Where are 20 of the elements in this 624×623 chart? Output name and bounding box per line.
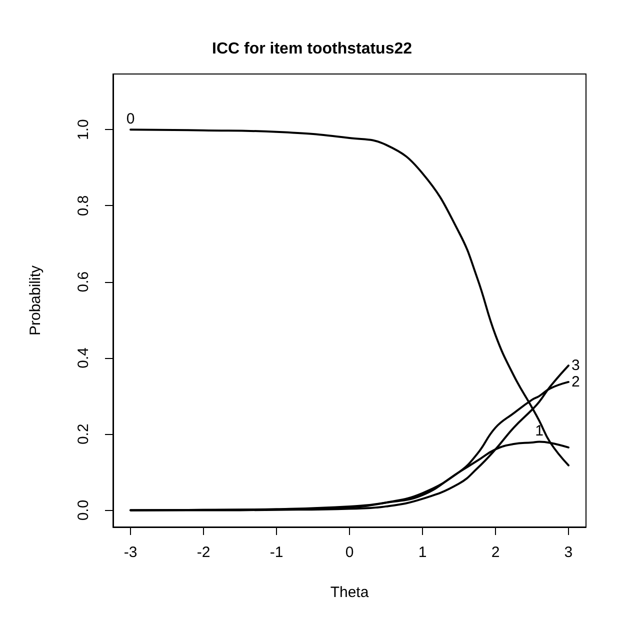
series-label: 1	[535, 422, 544, 440]
y-tick-label: 0.8	[75, 195, 92, 216]
series-label: 2	[571, 373, 580, 390]
x-tick-label: 1	[418, 544, 427, 561]
y-tick-label: 0.4	[75, 348, 92, 368]
chart-title: ICC for item toothstatus22	[212, 40, 412, 58]
y-tick-label: 0.6	[75, 271, 92, 292]
series-label: 0	[126, 110, 135, 128]
x-tick-label: -1	[270, 544, 284, 561]
x-tick-label: 2	[491, 544, 500, 561]
x-tick-label: -3	[124, 544, 138, 561]
y-tick-label: 1.0	[75, 119, 92, 140]
y-axis-title: Probability	[27, 264, 44, 336]
x-tick-label: -2	[196, 544, 210, 561]
series-label: 3	[571, 357, 580, 374]
y-tick-label: 0.0	[75, 500, 92, 521]
y-tick-label: 0.2	[75, 424, 92, 445]
x-tick-label: 0	[345, 544, 354, 561]
x-axis-title: Theta	[330, 584, 370, 601]
x-tick-label: 3	[564, 544, 573, 561]
